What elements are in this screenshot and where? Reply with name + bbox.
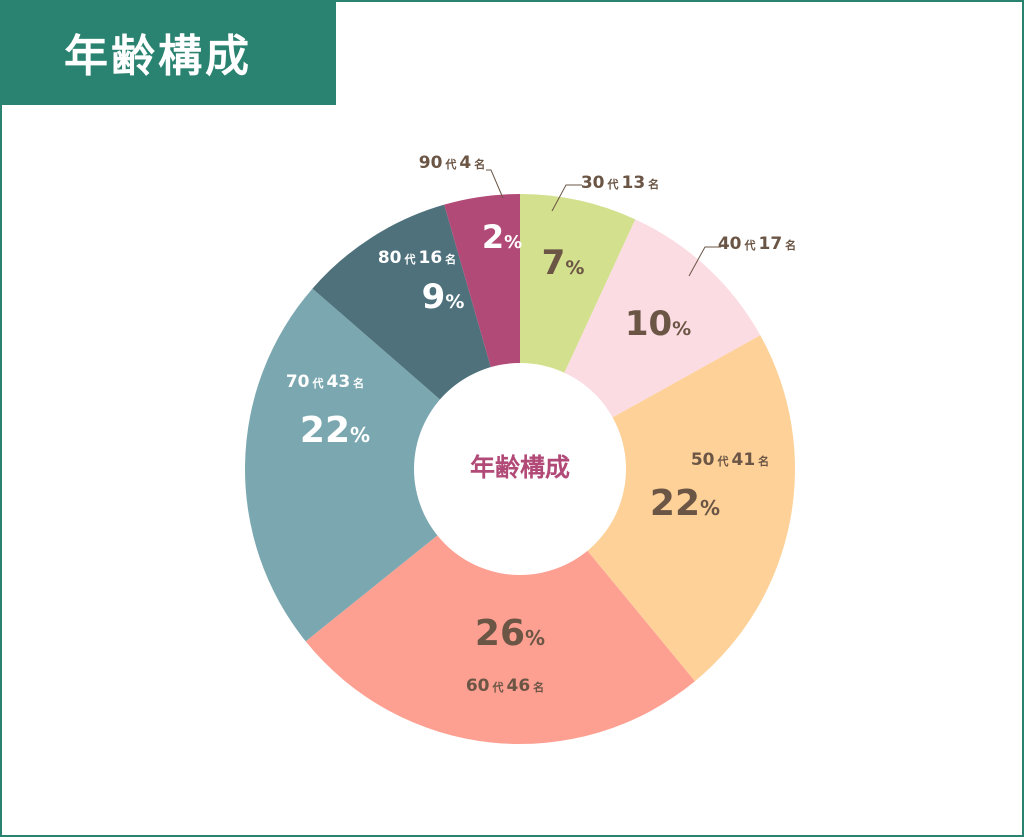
percent-label-70: 22% (300, 410, 370, 451)
page-title: 年齢構成 (64, 31, 252, 82)
slice-60 (305, 469, 695, 744)
percent-label-90: 2% (482, 218, 522, 256)
info-label-80: 80 代 16 名 (378, 248, 456, 268)
info-label-50: 50 代 41 名 (691, 450, 769, 470)
center-label: 年齢構成 (470, 453, 570, 482)
title-banner: 年齢構成 (2, 2, 336, 105)
slice-50 (520, 335, 795, 682)
info-label-70: 70 代 43 名 (286, 372, 364, 392)
leader-line-90 (486, 169, 504, 199)
percent-label-30: 7% (542, 243, 585, 283)
leader-line-30 (551, 184, 582, 212)
info-label-90: 90 代 4 名 (419, 153, 486, 173)
info-label-30: 30 代 13 名 (581, 173, 659, 193)
info-label-60: 60 代 46 名 (466, 676, 544, 696)
slice-70 (245, 288, 521, 642)
percent-label-40: 10% (625, 304, 691, 344)
leader-line-40 (688, 246, 721, 277)
donut-hole (414, 363, 626, 575)
info-label-40: 40 代 17 名 (718, 234, 796, 254)
percent-label-50: 22% (650, 483, 720, 524)
percent-label-80: 9% (422, 277, 465, 317)
percent-label-60: 26% (475, 613, 545, 654)
